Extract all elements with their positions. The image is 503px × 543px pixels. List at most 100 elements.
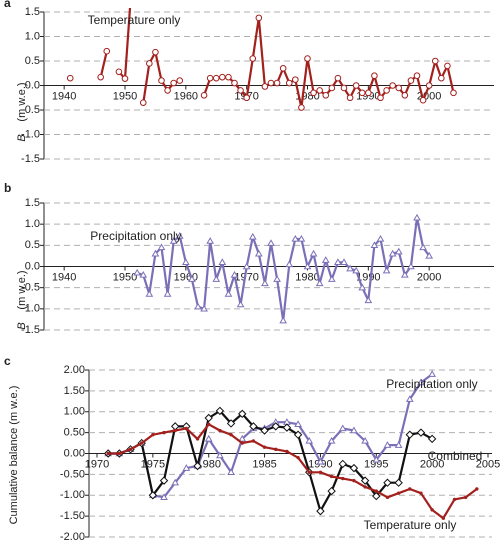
y-tick-label: 1.5 [25,6,40,18]
marker [255,14,263,22]
marker [327,486,336,496]
marker [419,491,423,495]
marker [151,249,160,257]
marker [254,249,263,257]
marker [419,96,427,104]
marker [365,89,372,97]
y-tick-label: -2.00 [60,531,85,543]
marker [430,508,434,512]
series-line [108,423,478,520]
marker [164,87,171,94]
y-tick-label: 0.5 [25,55,40,67]
marker [383,87,390,94]
marker [327,275,336,282]
marker [238,434,247,442]
marker [298,104,305,111]
marker [97,73,104,81]
marker [371,72,378,79]
marker [328,84,336,92]
marker [294,420,302,427]
marker [212,74,220,82]
marker [262,445,267,449]
series-annotation: Combined [428,449,483,463]
x-tick-label: 2000 [417,271,441,283]
x-tick-label: 1960 [174,90,198,102]
marker [279,316,288,324]
marker [151,433,155,437]
marker [218,258,227,265]
marker [175,232,184,239]
marker [117,451,122,456]
y-tick-label: 1.50 [64,385,85,397]
marker [310,89,317,97]
marker [316,506,325,516]
marker [377,94,384,102]
marker [230,270,239,278]
marker [128,447,133,452]
marker [358,89,366,97]
marker [358,283,367,291]
marker [363,485,367,489]
marker [389,82,396,89]
marker [417,378,425,386]
marker [188,275,196,282]
marker [240,441,244,445]
marker [350,426,358,434]
series-annotation: Temperature only [364,518,457,532]
marker [148,491,158,500]
marker [405,430,415,439]
y-tick-label: 0.00 [64,447,85,459]
x-tick-label: 2005 [476,458,500,470]
marker [450,89,457,97]
panel-label: a [4,0,11,10]
marker [361,436,369,444]
y-tick-label: 1.0 [25,30,40,42]
y-tick-label: 0.5 [25,239,40,251]
marker [267,79,275,87]
marker [334,74,342,82]
marker [304,55,311,62]
marker [200,304,208,312]
panel: c Cumulative balance (m w.e.) 2.00 1.50 1.00… [4,354,500,543]
marker [193,461,202,471]
marker [327,436,336,444]
series-annotation: Precipitation only [90,229,181,243]
marker [121,75,129,82]
y-tick-label: 0.0 [25,260,40,272]
marker [349,463,359,473]
marker [388,249,397,257]
marker [261,83,269,90]
series [133,213,434,324]
marker [212,275,221,282]
marker [285,260,294,268]
x-tick-label: 1940 [52,271,76,283]
y-axis-unit: (m w.e.) [16,270,28,309]
x-tick-label: 1940 [52,90,76,102]
y-tick-label: -0.5 [21,282,40,294]
marker [204,434,213,442]
marker [227,468,235,475]
marker [145,290,154,297]
marker [352,266,361,274]
y-tick-label: -0.50 [60,468,85,480]
y-tick-label: -1.0 [21,303,40,315]
marker [169,237,178,244]
y-tick-label: 0.50 [64,427,85,439]
marker [329,474,334,479]
marker [160,493,168,501]
marker [401,92,409,99]
marker [419,243,427,251]
marker [352,82,360,89]
marker [396,491,401,495]
marker [475,487,479,491]
marker [261,279,269,287]
marker [372,455,381,463]
marker [225,73,232,81]
marker [273,275,281,282]
marker [229,433,233,437]
marker [162,430,166,435]
y-tick-label: 1.5 [25,197,40,209]
marker [219,73,226,81]
marker [297,234,306,242]
